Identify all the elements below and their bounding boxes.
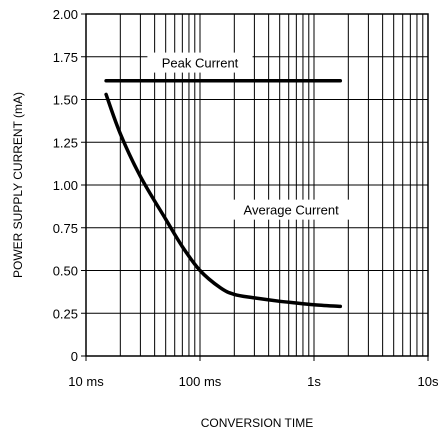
- y-tick-label: 0: [71, 349, 78, 364]
- x-tick-label: 1s: [307, 374, 321, 389]
- y-tick-label: 0.25: [53, 306, 78, 321]
- x-tick-label: 10s: [418, 374, 439, 389]
- y-tick-label: 1.25: [53, 135, 78, 150]
- y-tick-label: 1.50: [53, 93, 78, 108]
- x-axis-title: CONVERSION TIME: [201, 416, 313, 430]
- average-current-label: Average Current: [244, 203, 340, 218]
- peak-current-label-bg: [147, 52, 253, 73]
- y-tick-label: 0.50: [53, 264, 78, 279]
- x-tick-label: 10 ms: [68, 374, 104, 389]
- axes: 0 0.25 0.50 0.75 1.00 1.25 1.50 1.75 2.00 10 ms 10…: [53, 7, 439, 389]
- y-tick-label: 0.75: [53, 221, 78, 236]
- series: [104, 78, 343, 309]
- average-current-line: [104, 92, 343, 309]
- x-tick-label: 100 ms: [179, 374, 222, 389]
- average-current-label-bg: [227, 199, 356, 220]
- labels: Peak Current Average Current: [147, 52, 356, 220]
- y-axis-title: POWER SUPPLY CURRENT (mA): [11, 92, 25, 278]
- grid: [86, 14, 428, 356]
- peak-current-label: Peak Current: [162, 56, 239, 71]
- y-tick-label: 2.00: [53, 7, 78, 22]
- y-tick-label: 1.75: [53, 50, 78, 65]
- y-tick-label: 1.00: [53, 178, 78, 193]
